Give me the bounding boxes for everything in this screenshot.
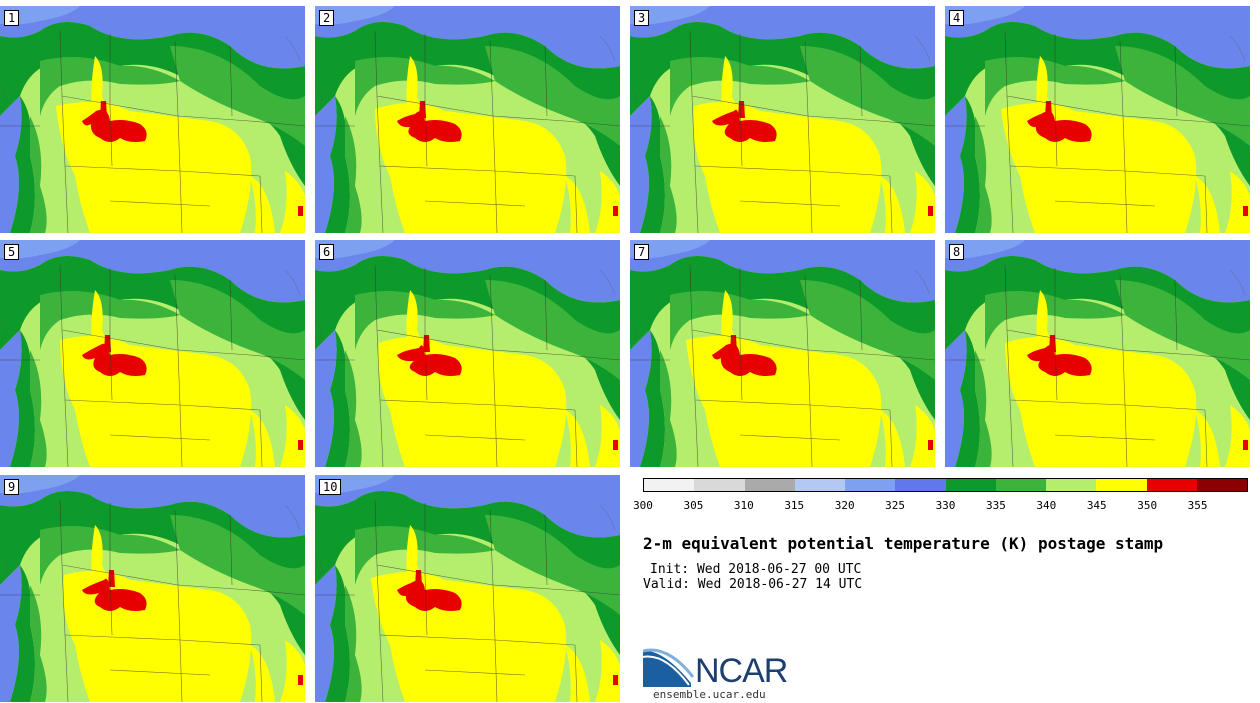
colorbar-swatch	[794, 479, 845, 491]
colorbar-swatch	[1146, 479, 1197, 491]
weather-map	[315, 475, 620, 702]
weather-map	[945, 6, 1250, 233]
colorbar-tick-label: 305	[683, 499, 704, 512]
weather-map	[315, 6, 620, 233]
weather-map	[0, 6, 305, 233]
ensemble-member-panel: 8	[945, 240, 1250, 467]
colorbar	[643, 478, 1248, 492]
chart-title: 2-m equivalent potential temperature (K)…	[643, 534, 1164, 553]
ensemble-member-panel: 9	[0, 475, 305, 702]
member-number: 3	[634, 10, 650, 26]
member-number: 7	[634, 244, 650, 260]
ensemble-member-panel: 5	[0, 240, 305, 467]
colorbar-tick-label: 340	[1036, 499, 1057, 512]
weather-map	[630, 240, 935, 467]
colorbar-tick-label: 315	[784, 499, 805, 512]
valid-time: Valid: Wed 2018-06-27 14 UTC	[643, 577, 863, 592]
colorbar-tick-label: 310	[733, 499, 754, 512]
colorbar-swatch	[744, 479, 795, 491]
weather-map	[0, 475, 305, 702]
colorbar-swatch	[1046, 479, 1097, 491]
init-time: Init: Wed 2018-06-27 00 UTC	[650, 562, 862, 577]
member-number: 4	[949, 10, 965, 26]
logo-url: ensemble.ucar.edu	[653, 688, 766, 701]
member-number: 1	[4, 10, 20, 26]
colorbar-tick-label: 300	[633, 499, 653, 512]
colorbar-tick-label: 325	[885, 499, 906, 512]
ensemble-member-panel: 3	[630, 6, 935, 233]
ensemble-member-panel: 2	[315, 6, 620, 233]
ensemble-member-panel: 10	[315, 475, 620, 702]
colorbar-tick-label: 345	[1086, 499, 1107, 512]
member-number: 6	[319, 244, 335, 260]
member-number: 5	[4, 244, 20, 260]
weather-map	[945, 240, 1250, 467]
member-number: 2	[319, 10, 335, 26]
ensemble-member-panel: 4	[945, 6, 1250, 233]
colorbar-swatch	[945, 479, 996, 491]
colorbar-tick-label: 350	[1137, 499, 1158, 512]
weather-map	[630, 6, 935, 233]
colorbar-swatch	[995, 479, 1046, 491]
ensemble-member-panel: 6	[315, 240, 620, 467]
colorbar-tick-label: 355	[1187, 499, 1208, 512]
colorbar-tick-label: 335	[985, 499, 1006, 512]
member-number: 10	[319, 479, 342, 495]
ncar-logo-icon	[643, 648, 695, 687]
logo-name: NCAR	[695, 652, 788, 690]
member-number: 9	[4, 479, 20, 495]
colorbar-swatch	[694, 479, 745, 491]
colorbar-swatch	[1096, 479, 1147, 491]
colorbar-tick-label: 320	[834, 499, 855, 512]
weather-map	[315, 240, 620, 467]
weather-map	[0, 240, 305, 467]
ensemble-member-panel: 7	[630, 240, 935, 467]
colorbar-swatch	[845, 479, 896, 491]
colorbar-swatch	[895, 479, 946, 491]
ensemble-member-panel: 1	[0, 6, 305, 233]
colorbar-swatch	[1196, 479, 1247, 491]
colorbar-swatch	[644, 479, 695, 491]
colorbar-tick-label: 330	[935, 499, 956, 512]
member-number: 8	[949, 244, 965, 260]
